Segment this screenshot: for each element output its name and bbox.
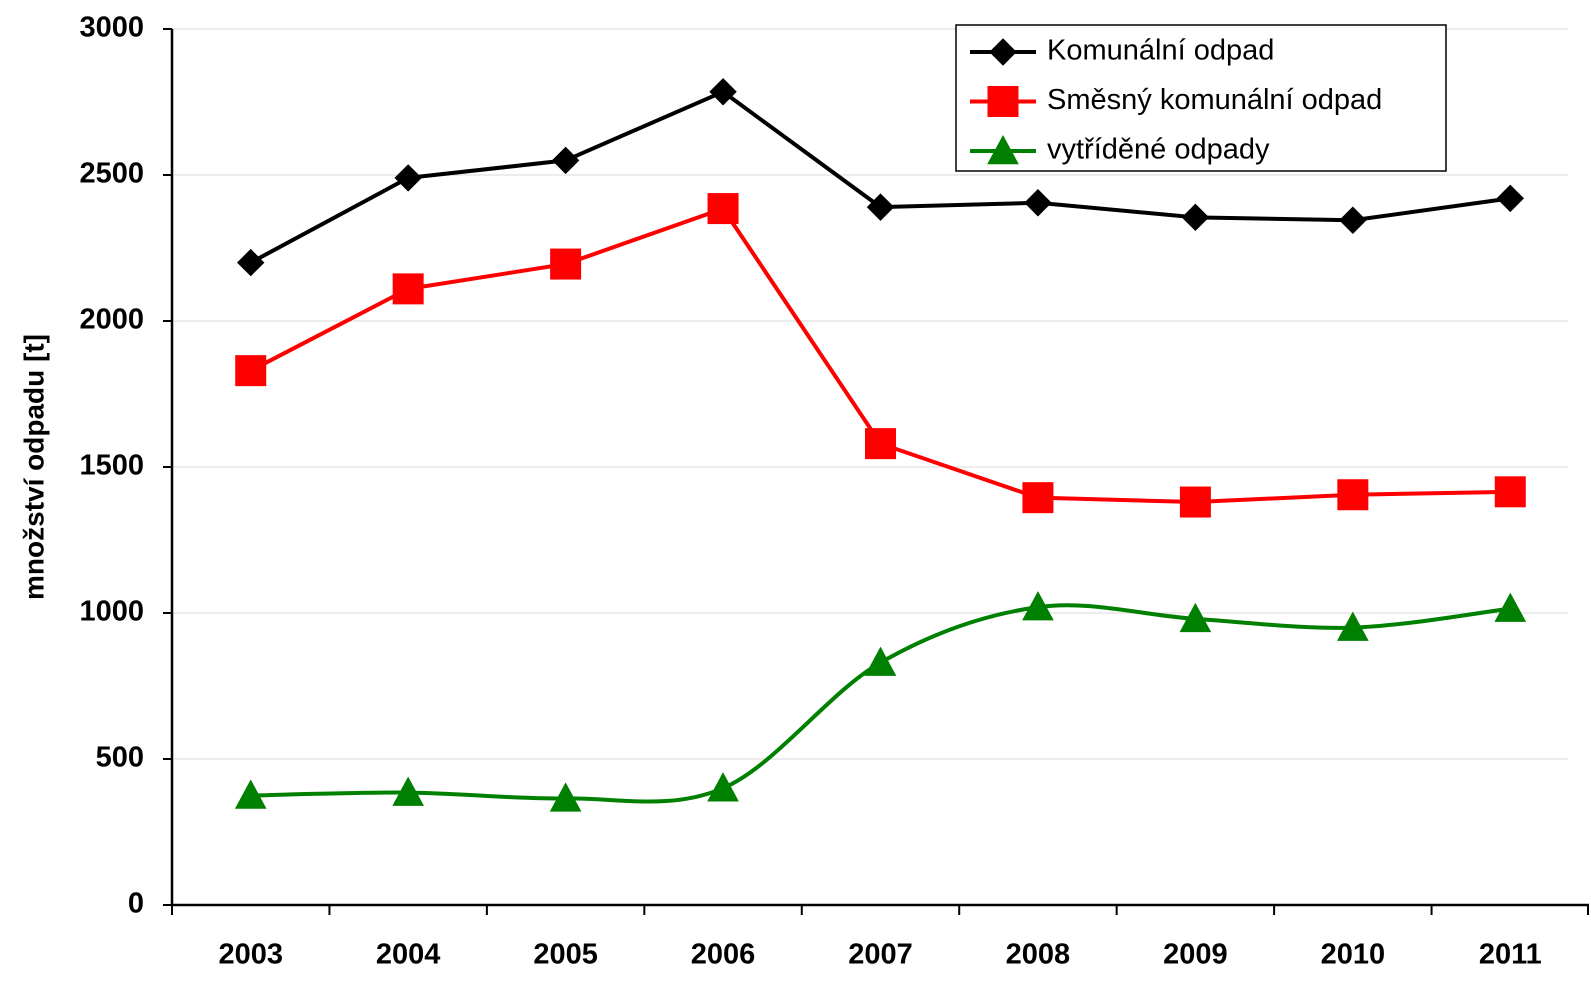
- x-tick-label: 2006: [691, 939, 756, 971]
- y-tick-label: 1000: [79, 596, 144, 628]
- legend-label: Směsný komunální odpad: [1047, 84, 1382, 116]
- x-tick-label: 2007: [848, 939, 913, 971]
- data-point: [1181, 203, 1210, 232]
- data-point: [709, 78, 737, 106]
- legend-marker: [989, 38, 1017, 66]
- data-point: [865, 428, 896, 460]
- series-line: [250, 603, 1511, 804]
- y-tick-label: 3000: [79, 12, 144, 44]
- data-point: [1024, 189, 1052, 217]
- data-point: [237, 248, 265, 277]
- y-tick-label: 500: [96, 742, 144, 774]
- data-point: [1179, 602, 1212, 633]
- data-point: [866, 193, 895, 221]
- data-point: [551, 146, 580, 175]
- data-point: [1339, 206, 1367, 234]
- data-point: [1494, 476, 1526, 508]
- y-tick-label: 1500: [79, 450, 144, 482]
- data-point: [1022, 482, 1054, 514]
- data-point: [707, 772, 739, 802]
- data-point: [234, 779, 267, 809]
- data-point: [392, 776, 425, 806]
- y-tick-label: 2000: [79, 304, 144, 336]
- data-point: [394, 164, 422, 192]
- legend: Komunální odpad Směsný komunální odpad vyt…: [955, 24, 1447, 172]
- data-point: [1179, 486, 1211, 518]
- x-tick-label: 2008: [1006, 939, 1071, 971]
- data-point: [864, 646, 897, 676]
- legend-marker: [987, 134, 1019, 165]
- data-point: [549, 782, 582, 812]
- data-point: [1336, 611, 1369, 641]
- x-tick-label: 2005: [533, 939, 598, 971]
- x-tick-label: 2003: [218, 939, 283, 971]
- data-point: [1337, 479, 1369, 511]
- x-tick-label: 2004: [376, 939, 441, 971]
- x-tick-label: 2011: [1479, 939, 1542, 971]
- data-point: [1494, 592, 1527, 622]
- y-tick-label: 0: [128, 888, 144, 920]
- x-tick-label: 2010: [1321, 939, 1386, 971]
- legend-label: vytříděné odpady: [1047, 134, 1270, 166]
- legend-label: Komunální odpad: [1047, 35, 1274, 67]
- y-tick-label: 2500: [79, 158, 144, 190]
- data-point: [235, 355, 267, 387]
- legend-marker: [987, 86, 1019, 117]
- legend-box: [955, 24, 1447, 172]
- x-tick-label: 2009: [1163, 939, 1228, 971]
- data-point: [550, 248, 582, 280]
- data-point: [1022, 591, 1054, 621]
- data-point: [392, 273, 424, 305]
- data-point: [707, 193, 739, 225]
- y-axis-title: množství odpadu [t]: [18, 334, 49, 600]
- data-point: [1496, 184, 1524, 213]
